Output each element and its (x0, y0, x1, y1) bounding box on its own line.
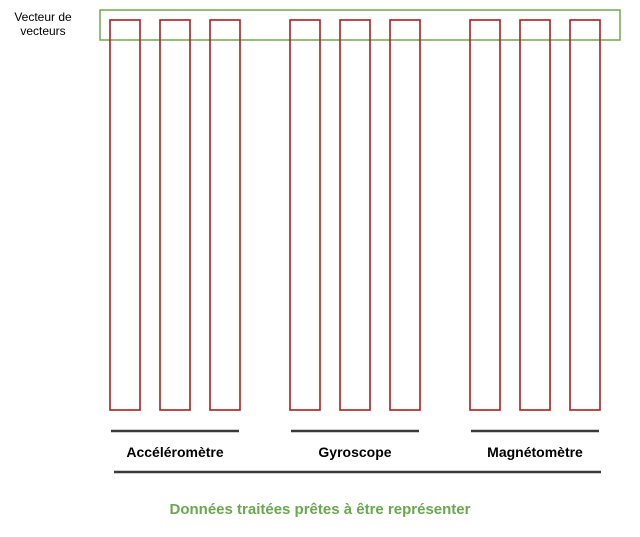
sensor-axis-vector (469, 19, 501, 411)
group-label-gyroscope: Gyroscope (318, 444, 392, 460)
processed-data-caption: Données traitées prêtes à être représent… (169, 501, 471, 518)
sensor-vectors (109, 19, 601, 411)
sensor-axis-vector (109, 19, 141, 411)
sensor-axis-vector (209, 19, 241, 411)
sensor-axis-vector (569, 19, 601, 411)
sensor-axis-vector (289, 19, 321, 411)
sensor-axis-vector (389, 19, 421, 411)
sensor-axis-vector (339, 19, 371, 411)
sensor-axis-vector (159, 19, 191, 411)
vector-of-vectors-outline (99, 9, 621, 41)
group-label-accelerometer: Accéléromètre (126, 444, 224, 460)
group-label-magnetometer: Magnétomètre (487, 444, 583, 460)
vector-of-vectors-label: Vecteur de vecteurs (14, 10, 72, 38)
sensor-axis-vector (519, 19, 551, 411)
